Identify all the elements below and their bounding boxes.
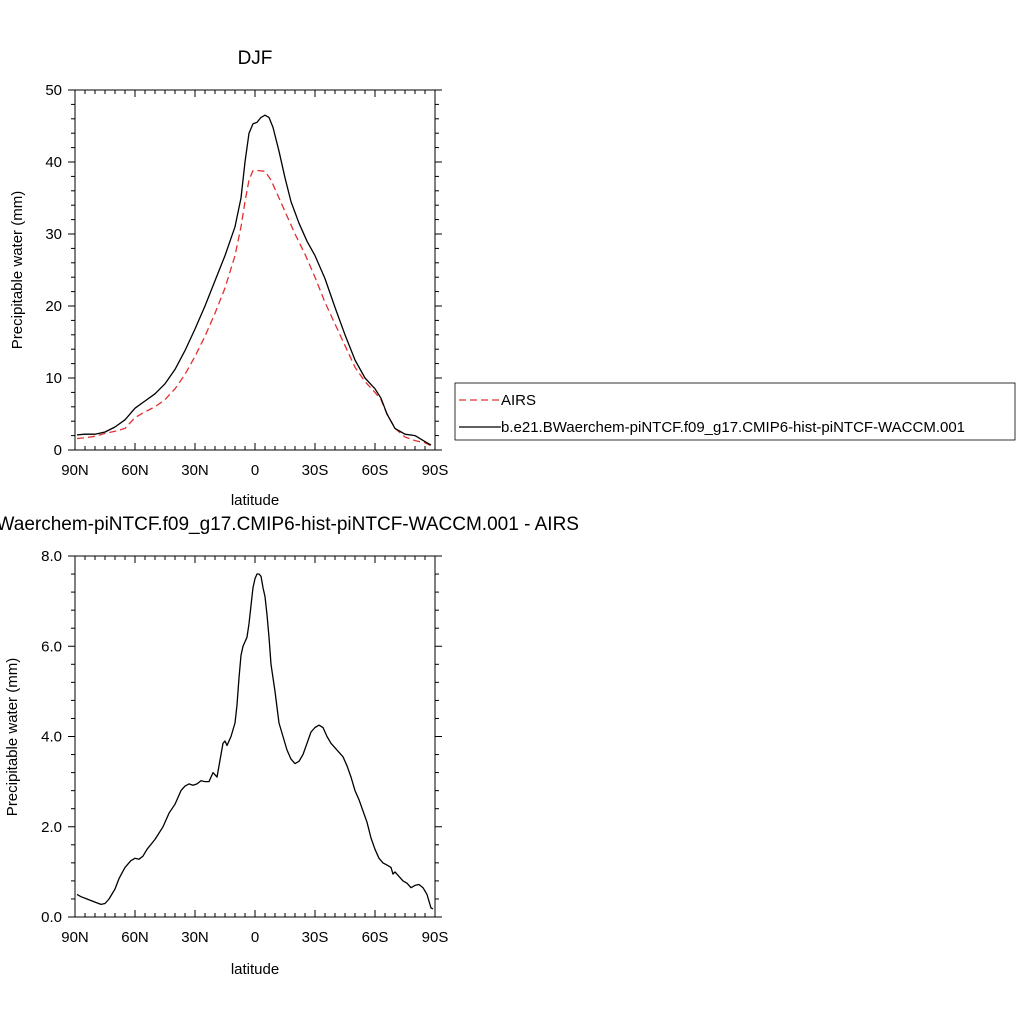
bottom-y-tick-label: 2.0 [41, 819, 62, 836]
bottom-x-tick-label: 60N [121, 929, 149, 946]
top-x-tick-label: 90S [422, 462, 449, 479]
top-ticks: 90N 60N 30N 0 30S 60S 90S 0 10 20 30 40 50 [45, 82, 448, 479]
bottom-y-tick-label: 6.0 [41, 638, 62, 655]
bottom-series-layer [76, 573, 434, 910]
bottom-x-tick-label: 0 [251, 929, 259, 946]
top-x-tick-label: 30N [181, 462, 209, 479]
panel-bottom: b.e21.BWaerchem-piNTCF.f09_g17.CMIP6-his… [0, 514, 579, 978]
bottom-series-line-0 [76, 573, 434, 910]
bottom-ticks: 90N 60N 30N 0 30S 60S 90S 0.0 2.0 4.0 6.0 8.0 [41, 548, 448, 946]
bottom-x-tick-label: 30S [302, 929, 329, 946]
bottom-x-tick-label: 60S [362, 929, 389, 946]
legend-label-model: b.e21.BWaerchem-piNTCF.f09_g17.CMIP6-his… [501, 419, 965, 436]
bottom-y-tick-label: 8.0 [41, 548, 62, 565]
top-y-tick-label: 0 [54, 442, 62, 459]
bottom-y-tick-label: 4.0 [41, 729, 62, 746]
top-y-tick-label: 20 [45, 298, 62, 315]
bottom-x-tick-label: 30N [181, 929, 209, 946]
bottom-y-axis-label: Precipitable water (mm) [4, 658, 21, 816]
top-x-tick-label: 30S [302, 462, 329, 479]
top-y-tick-label: 30 [45, 226, 62, 243]
top-y-tick-label: 40 [45, 154, 62, 171]
top-x-axis-label: latitude [231, 492, 279, 509]
legend-box [454, 382, 1016, 441]
top-series-line-1 [76, 114, 432, 446]
top-series-layer [76, 114, 432, 447]
top-x-tick-label: 60S [362, 462, 389, 479]
top-x-tick-label: 0 [251, 462, 259, 479]
legend-label-airs: AIRS [501, 392, 536, 409]
top-y-tick-label: 50 [45, 82, 62, 99]
legend: AIRS b.e21.BWaerchem-piNTCF.f09_g17.CMIP… [454, 382, 1016, 441]
top-x-tick-label: 90N [61, 462, 89, 479]
bottom-x-axis-label: latitude [231, 961, 279, 978]
top-title: DJF [238, 48, 273, 69]
bottom-x-tick-label: 90S [422, 929, 449, 946]
top-series-line-0 [76, 169, 432, 447]
panel-top: DJF 90N 60N 30N 0 30S 60S 90S 0 10 20 30 40 50 latit… [9, 48, 448, 509]
top-y-tick-label: 10 [45, 370, 62, 387]
bottom-y-tick-label: 0.0 [41, 909, 62, 926]
top-y-axis-label: Precipitable water (mm) [9, 191, 26, 349]
top-x-tick-label: 60N [121, 462, 149, 479]
bottom-x-tick-label: 90N [61, 929, 89, 946]
bottom-title: b.e21.BWaerchem-piNTCF.f09_g17.CMIP6-his… [0, 514, 579, 535]
